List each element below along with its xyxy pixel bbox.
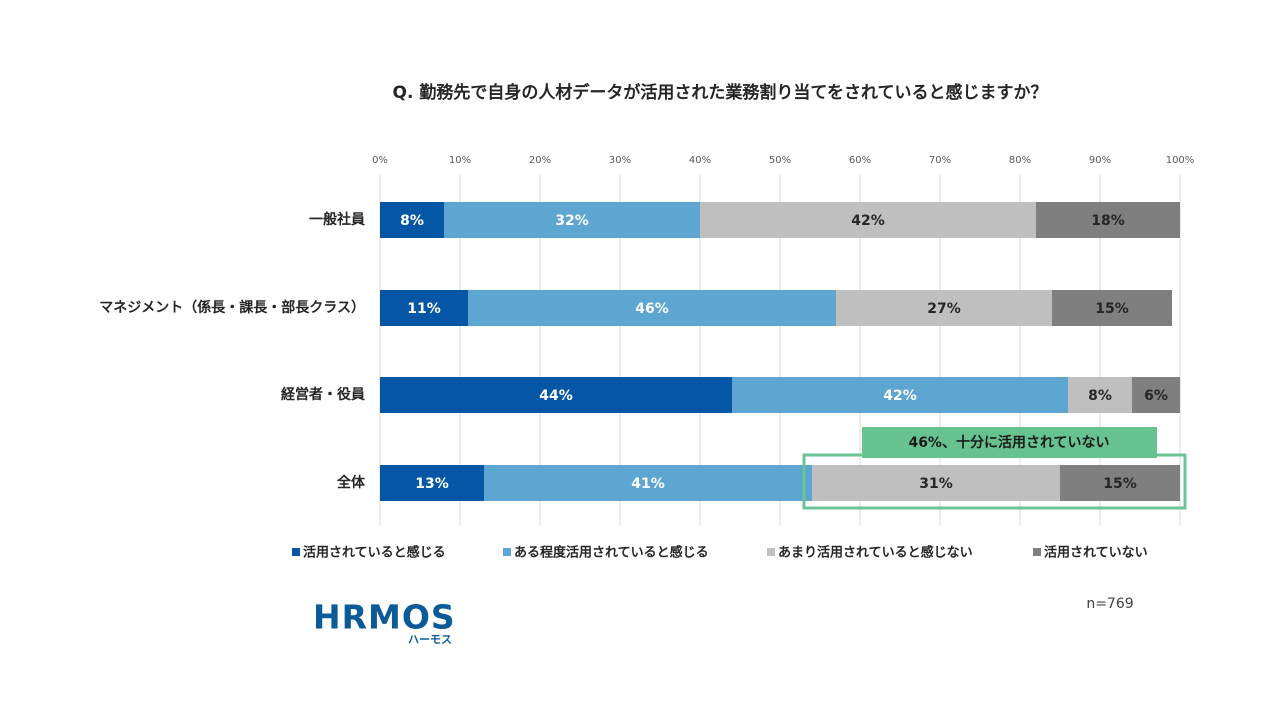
data-label: 27% xyxy=(927,301,961,317)
annotation: 46%、十分に活用されていない xyxy=(908,434,1109,451)
bar-segment xyxy=(380,377,732,413)
logo: HRMOS xyxy=(313,598,456,637)
data-label: 42% xyxy=(851,213,885,229)
legend-swatch xyxy=(503,548,511,556)
data-label: 6% xyxy=(1144,388,1168,404)
bar-segment xyxy=(1060,465,1180,501)
bar-segment xyxy=(484,465,812,501)
x-tick-label: 50% xyxy=(769,155,791,166)
data-label: 11% xyxy=(407,301,441,317)
chart-title: Q. 勤務先で自身の人材データが活用された業務割り当てをされていると感じますか？ xyxy=(393,82,1048,103)
data-label: 8% xyxy=(1088,388,1112,404)
legend-label: 活用されていると感じる xyxy=(303,545,446,561)
bar-segment xyxy=(836,290,1052,326)
bar-segment xyxy=(1132,377,1180,413)
x-tick-label: 70% xyxy=(929,155,951,166)
category-label: 一般社員 xyxy=(309,211,365,228)
logo-sub: ハーモス xyxy=(408,633,452,646)
x-tick-label: 80% xyxy=(1009,155,1031,166)
data-label: 18% xyxy=(1091,213,1125,229)
bar-segment xyxy=(812,465,1060,501)
bar-segment xyxy=(700,202,1036,238)
data-label: 44% xyxy=(539,388,573,404)
legend-label: 活用されていない xyxy=(1044,545,1148,561)
bar-segment xyxy=(380,465,484,501)
legend-label: ある程度活用されていると感じる xyxy=(514,545,709,561)
bar-segment xyxy=(1068,377,1132,413)
legend-swatch xyxy=(292,548,300,556)
x-tick-label: 10% xyxy=(449,155,471,166)
legend-label: あまり活用されていると感じない xyxy=(778,545,973,561)
data-label: 46% xyxy=(635,301,669,317)
x-tick-label: 40% xyxy=(689,155,711,166)
x-tick-label: 0% xyxy=(372,155,388,166)
data-label: 15% xyxy=(1095,301,1129,317)
category-label: マネジメント（係長・課長・部長クラス） xyxy=(99,299,365,316)
note: n=769 xyxy=(1086,596,1133,612)
data-label: 41% xyxy=(631,476,665,492)
bar-segment xyxy=(380,202,444,238)
category-label: 全体 xyxy=(336,474,366,491)
data-label: 8% xyxy=(400,213,424,229)
x-tick-label: 100% xyxy=(1166,155,1195,166)
x-tick-label: 20% xyxy=(529,155,551,166)
bar-segment xyxy=(1036,202,1180,238)
data-label: 32% xyxy=(555,213,589,229)
bar-segment xyxy=(380,290,468,326)
x-tick-label: 90% xyxy=(1089,155,1111,166)
bar-segment xyxy=(444,202,700,238)
data-label: 42% xyxy=(883,388,917,404)
category-label: 経営者・役員 xyxy=(281,386,365,403)
x-tick-label: 30% xyxy=(609,155,631,166)
legend-swatch xyxy=(1033,548,1041,556)
bar-segment xyxy=(468,290,836,326)
bar-segment xyxy=(1052,290,1172,326)
data-label: 31% xyxy=(919,476,953,492)
x-tick-label: 60% xyxy=(849,155,871,166)
bar-segment xyxy=(732,377,1068,413)
annotation-box xyxy=(862,427,1157,458)
data-label: 13% xyxy=(415,476,449,492)
legend-swatch xyxy=(767,548,775,556)
data-label: 15% xyxy=(1103,476,1137,492)
